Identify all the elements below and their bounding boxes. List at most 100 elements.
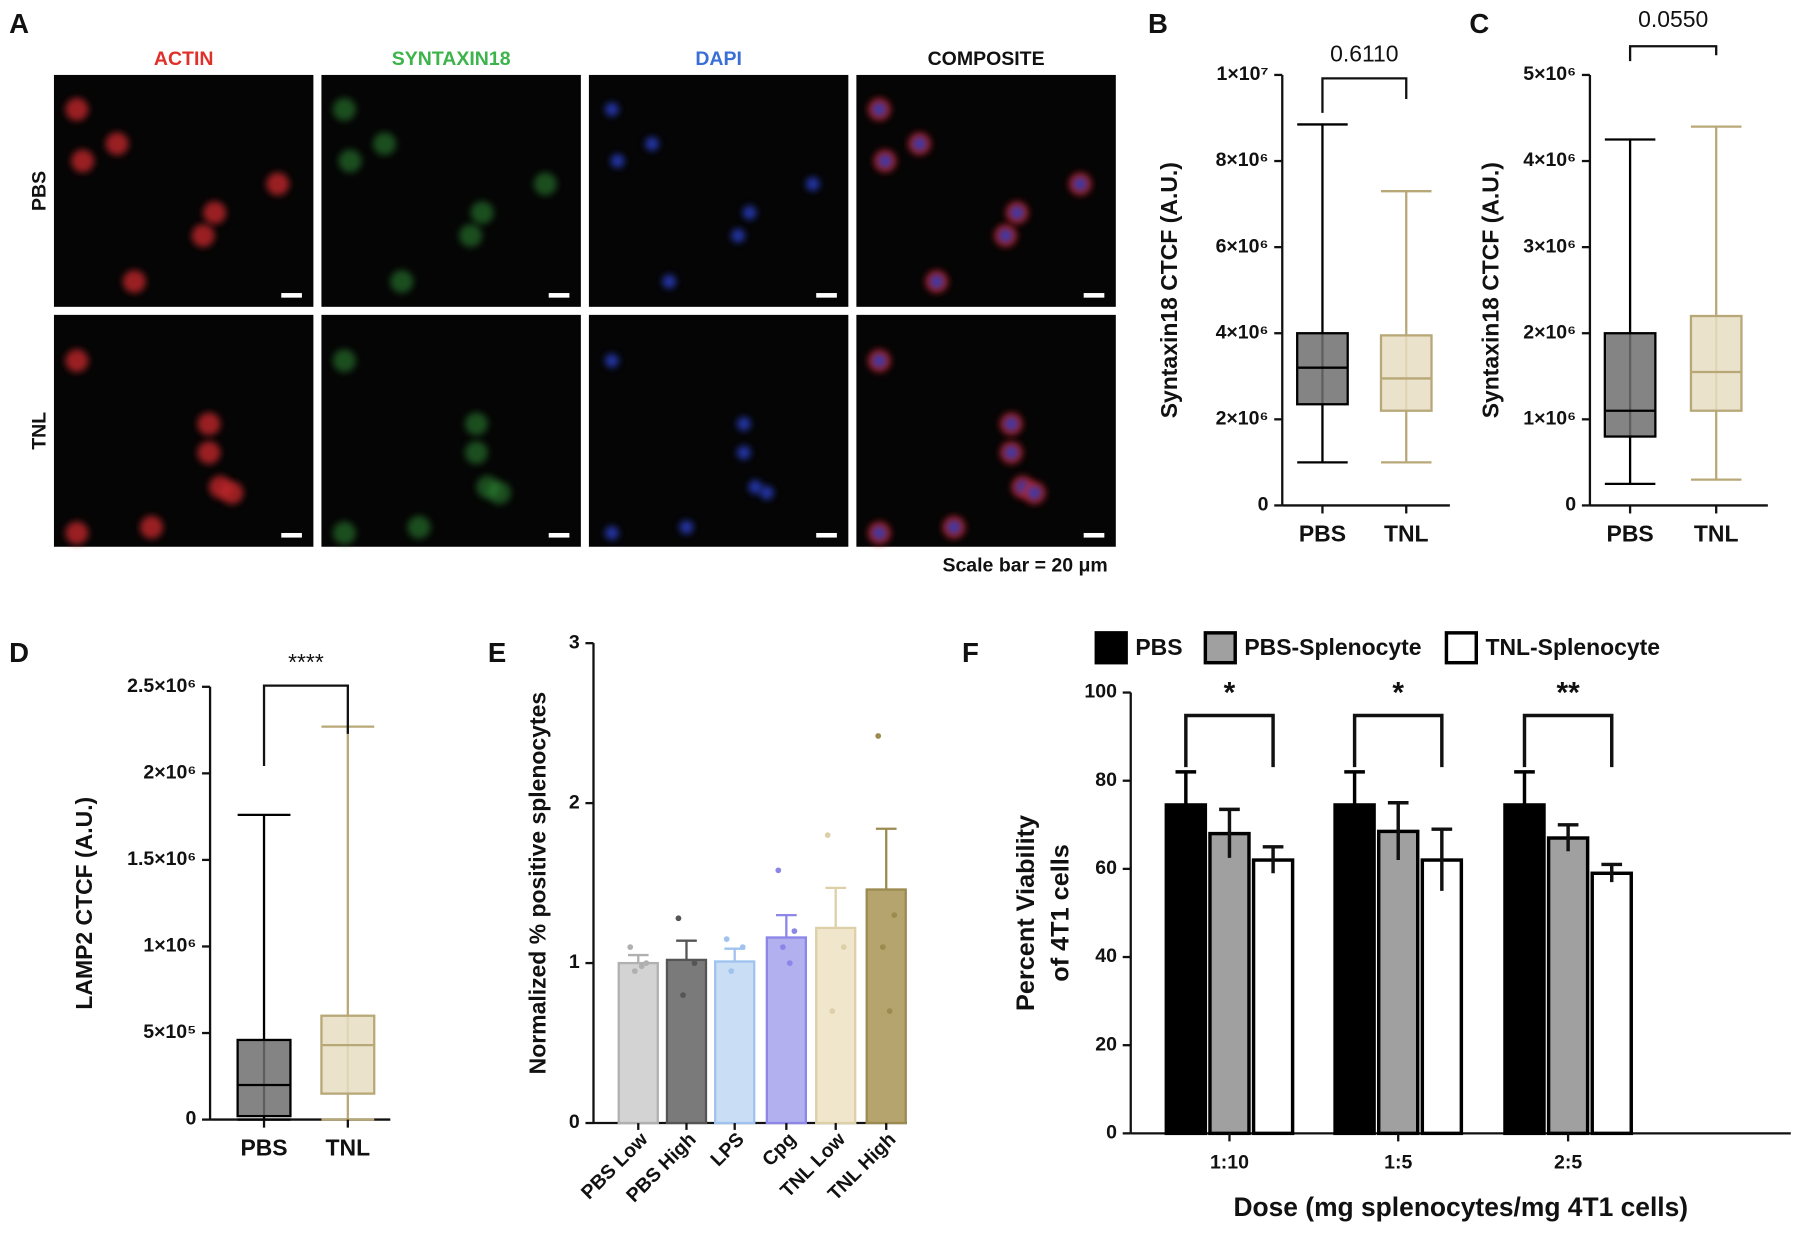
cell: [679, 520, 694, 535]
legend-label: PBS: [1135, 634, 1182, 660]
y-tick-label: 4×10⁶: [1216, 321, 1269, 343]
x-tick-label: 1:10: [1210, 1151, 1249, 1173]
row-label: PBS: [28, 171, 50, 211]
y-axis-label: LAMP2 CTCF (A.U.): [71, 797, 97, 1010]
micrograph: [856, 314, 1116, 547]
x-tick-label: LPS: [706, 1128, 748, 1170]
x-tick-label: 2:5: [1554, 1151, 1582, 1173]
y-axis-label: Syntaxin18 CTCF (A.U.): [1477, 162, 1503, 418]
micrograph: [588, 314, 849, 547]
y-tick-label: 1.5×10⁶: [127, 848, 196, 870]
panel-letter: A: [9, 8, 29, 39]
y-tick-label: 1×10⁷: [1217, 63, 1269, 85]
annotation: 0.0550: [1638, 6, 1708, 32]
bracket: [1522, 713, 1614, 768]
y-axis-label: of 4T1 cells: [1047, 844, 1075, 982]
cell: [464, 412, 488, 436]
y-tick-label: 0: [1565, 494, 1576, 516]
column-label: SYNTAXIN18: [392, 48, 511, 70]
cell: [1004, 445, 1019, 460]
cell: [65, 349, 89, 373]
bar: [714, 960, 756, 1125]
data-point: [840, 944, 847, 950]
legend-swatch: [1203, 631, 1237, 665]
error-bar: [825, 886, 847, 928]
box: [1603, 332, 1657, 438]
data-point: [824, 832, 831, 838]
y-tick-label: 2×10⁶: [1216, 407, 1269, 429]
error-bar: [875, 827, 897, 890]
cell: [197, 441, 221, 465]
data-point: [631, 968, 638, 974]
y-tick-label: 3×10⁶: [1523, 235, 1576, 257]
box: [1689, 314, 1743, 412]
x-tick-label: TNL: [1694, 520, 1739, 546]
bar: [815, 926, 857, 1125]
y-tick-label: 1×10⁶: [143, 935, 196, 957]
x-tick-label: 1:5: [1384, 1151, 1412, 1173]
bar: [1546, 836, 1590, 1136]
error-bar: [1387, 801, 1409, 861]
cell: [65, 97, 89, 121]
cell: [929, 274, 944, 289]
cell: [610, 154, 625, 168]
data-point: [675, 915, 682, 922]
data-point: [875, 733, 882, 739]
x-tick-label: PBS: [240, 1134, 287, 1160]
cell: [1010, 205, 1024, 220]
y-tick-label: 3: [569, 631, 580, 653]
panel-letter: F: [962, 637, 979, 668]
data-point: [775, 867, 782, 874]
panel-letter: B: [1148, 8, 1168, 39]
cell: [736, 417, 751, 431]
data-point: [638, 963, 645, 970]
scale-bar: [281, 532, 302, 538]
data-point: [627, 944, 634, 950]
annotation: **: [1557, 677, 1581, 710]
cell: [464, 441, 488, 465]
cell: [947, 520, 961, 535]
cell: [604, 102, 619, 117]
micrograph: [321, 314, 581, 547]
cell: [203, 201, 227, 225]
row-label: TNL: [28, 412, 50, 450]
cell: [470, 201, 494, 225]
cell: [220, 481, 244, 505]
x-axis-label: Dose (mg splenocytes/mg 4T1 cells): [1233, 1192, 1688, 1222]
legend-swatch: [1444, 631, 1478, 665]
y-axis-label: Syntaxin18 CTCF (A.U.): [1156, 162, 1182, 418]
cell: [1027, 485, 1042, 500]
cell: [748, 480, 763, 494]
error-bar: [676, 939, 697, 960]
error-bar: [1262, 845, 1284, 874]
error-bar: [1601, 862, 1623, 883]
box: [236, 1038, 292, 1118]
y-tick-label: 20: [1095, 1033, 1117, 1055]
cell: [662, 274, 677, 289]
cell: [332, 521, 356, 545]
data-point: [691, 960, 698, 966]
bar: [1251, 858, 1295, 1136]
annotation: *: [1224, 677, 1236, 710]
bar: [665, 958, 708, 1125]
data-point: [728, 968, 735, 974]
data-point: [791, 928, 798, 934]
bracket: [1352, 713, 1444, 768]
bar: [1376, 829, 1420, 1136]
y-tick-label: 8×10⁶: [1216, 149, 1269, 171]
y-tick-label: 5×10⁶: [1523, 63, 1576, 85]
bar: [617, 961, 659, 1125]
error-bar: [1431, 827, 1453, 891]
y-tick-label: 0: [1258, 494, 1269, 516]
y-tick-label: 2.5×10⁶: [127, 675, 196, 697]
cell: [1004, 417, 1019, 431]
data-point: [723, 936, 730, 942]
legend-label: PBS-Splenocyte: [1244, 634, 1421, 660]
cell: [373, 132, 397, 156]
error-bar: [1344, 770, 1365, 839]
y-tick-label: 0: [1106, 1122, 1117, 1144]
cell: [872, 526, 887, 540]
y-tick-label: 6×10⁶: [1216, 235, 1269, 257]
cell: [731, 228, 746, 243]
cell: [71, 149, 95, 173]
